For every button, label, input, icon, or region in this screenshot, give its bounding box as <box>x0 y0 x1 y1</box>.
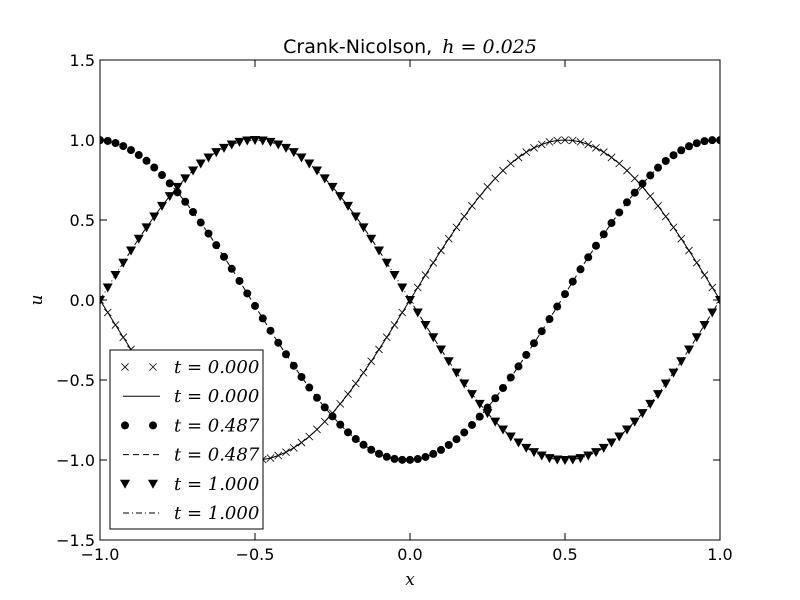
data-point-triangle <box>133 234 144 244</box>
data-point-triangle <box>141 223 152 233</box>
data-point-circle <box>607 219 616 228</box>
data-point-circle <box>274 338 283 347</box>
plot-frame <box>99 59 721 541</box>
legend-marker-sample <box>120 479 130 489</box>
legend-label: t = 0.000 <box>174 386 259 407</box>
y-axis-label: u <box>27 295 47 306</box>
legend-box <box>109 349 264 530</box>
legend-marker-sample <box>121 421 129 430</box>
data-point-triangle <box>343 201 353 211</box>
y-tick-label: 1.0 <box>70 131 95 150</box>
data-point-circle <box>103 136 112 145</box>
x-tick-label: −1.0 <box>81 545 120 564</box>
legend-marker-sample <box>149 363 157 371</box>
data-point-triangle <box>428 333 439 343</box>
data-point-triangle <box>350 212 361 222</box>
legend-label: t = 0.487 <box>174 415 260 436</box>
data-point-triangle <box>412 308 423 318</box>
data-point-triangle <box>405 296 415 305</box>
data-point-triangle <box>157 201 167 211</box>
y-tick-label: −1.0 <box>56 451 95 470</box>
data-point-circle <box>716 136 720 145</box>
series-line-t0487 <box>100 139 720 461</box>
data-point-triangle <box>327 182 338 192</box>
y-tick-label: 1.5 <box>70 51 95 70</box>
x-tick-label: −0.5 <box>236 545 275 564</box>
data-point-circle <box>553 302 562 311</box>
data-point-triangle <box>149 212 160 222</box>
data-point-circle <box>382 452 391 461</box>
data-point-triangle <box>172 182 183 192</box>
y-tick-label: 0.5 <box>70 211 95 230</box>
data-point-triangle <box>288 148 299 158</box>
chart-title-math: h = 0.025 <box>442 36 537 58</box>
data-point-triangle <box>366 234 377 244</box>
data-point-circle <box>530 339 538 348</box>
data-point-triangle <box>358 223 369 233</box>
legend-label: t = 1.000 <box>174 503 259 524</box>
data-point-triangle <box>591 448 601 458</box>
data-point-circle <box>514 362 523 371</box>
data-point-circle <box>692 139 701 148</box>
x-tick-label: 0.0 <box>397 545 422 564</box>
legend-label: t = 1.000 <box>174 474 259 495</box>
data-point-triangle <box>567 455 578 465</box>
data-point-triangle <box>699 320 710 330</box>
data-point-triangle <box>273 140 284 150</box>
data-point-triangle <box>498 425 508 435</box>
data-point-circle <box>685 142 693 151</box>
data-point-triangle <box>234 137 245 147</box>
data-point-triangle <box>552 455 563 465</box>
data-point-circle <box>421 452 430 461</box>
y-tick-label: −0.5 <box>56 371 95 390</box>
data-point-circle <box>204 229 213 238</box>
data-point-circle <box>258 314 267 323</box>
axis-ticks: −1.0 −0.5 0.0 0.5 1.0−1.5−1.0−0.50.00.51.01.… <box>56 51 733 564</box>
legend-marker-sample <box>121 363 129 371</box>
data-point-triangle <box>629 417 640 427</box>
data-point-triangle <box>691 333 702 343</box>
data-point-triangle <box>707 308 718 318</box>
y-tick-label: 0.0 <box>70 291 95 310</box>
data-point-circle <box>297 372 306 381</box>
legend-marker-sample <box>149 421 157 430</box>
data-point-circle <box>584 253 593 262</box>
x-tick-label: 1.0 <box>707 545 732 564</box>
data-point-triangle <box>622 425 632 435</box>
x-tick-label: 0.5 <box>552 545 577 564</box>
chart-title: Crank-Nicolson, h = 0.025 <box>283 36 537 58</box>
data-point-triangle <box>226 140 237 150</box>
data-point-circle <box>243 289 252 298</box>
data-point-circle <box>227 264 236 273</box>
legend-label: t = 0.000 <box>174 357 259 378</box>
series-line-t1 <box>100 139 720 461</box>
data-point-triangle <box>490 417 501 427</box>
legend-label: t = 0.487 <box>174 445 260 466</box>
x-axis-label: x <box>405 570 415 590</box>
chart-title-text: Crank-Nicolson, <box>283 36 432 58</box>
data-point-triangle <box>335 192 346 202</box>
data-point-triangle <box>420 320 431 330</box>
series-layer <box>100 136 720 465</box>
legend-marker-sample <box>148 479 158 489</box>
legend: t = 0.000 t = 0.000 t = 0.487 t = 0.487 t = … <box>109 349 264 530</box>
data-point-triangle <box>211 148 222 158</box>
data-point-circle <box>568 277 577 286</box>
data-point-triangle <box>265 137 276 147</box>
y-tick-label: −1.5 <box>56 531 95 550</box>
data-point-circle <box>413 455 422 464</box>
data-point-triangle <box>164 192 175 202</box>
data-point-triangle <box>436 345 446 355</box>
data-point-circle <box>375 449 383 458</box>
